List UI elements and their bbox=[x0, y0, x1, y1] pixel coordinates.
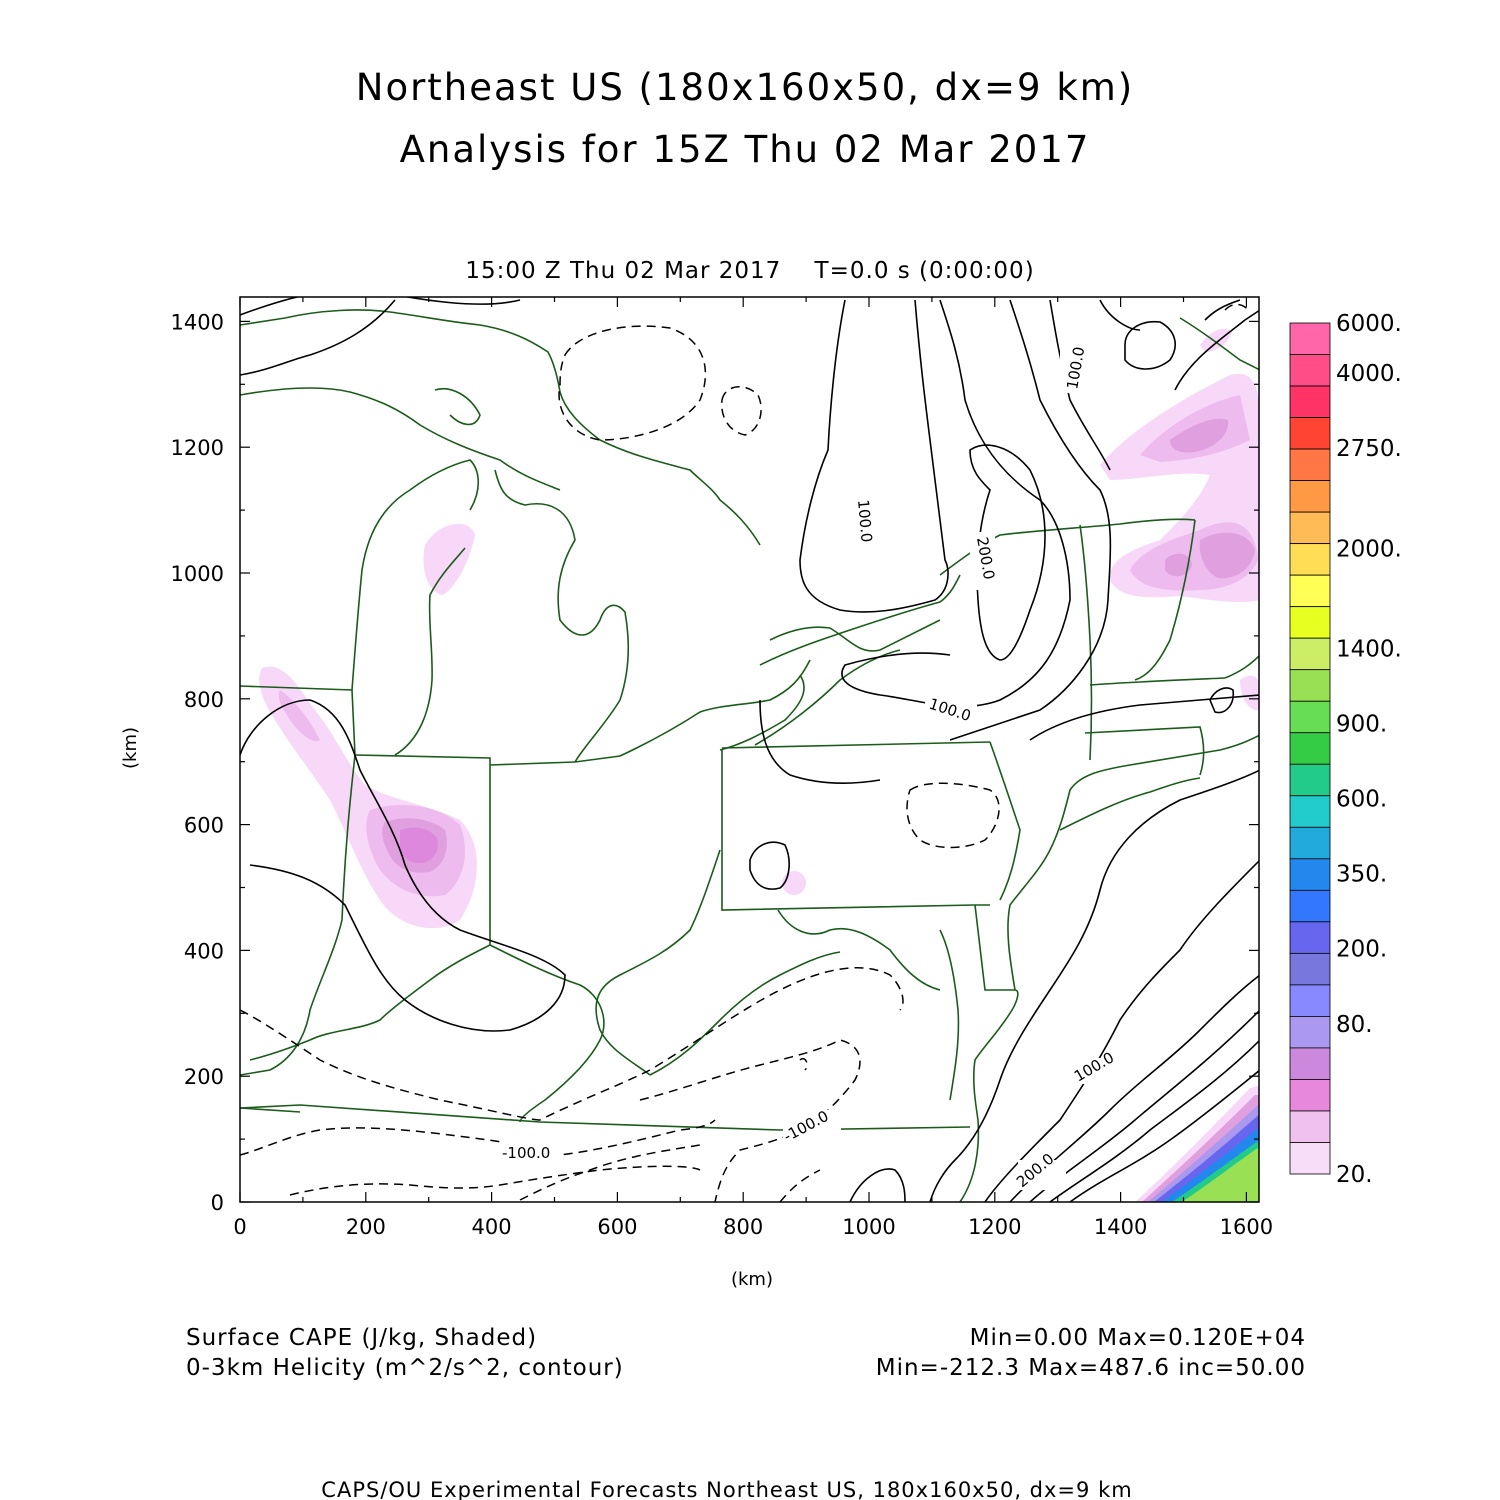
contour-field-description: 0-3km Helicity (m^2/s^2, contour) bbox=[186, 1355, 624, 1381]
colorbar-swatch bbox=[1289, 385, 1331, 418]
colorbar-swatch bbox=[1289, 1047, 1331, 1080]
x-tick-label: 1600 bbox=[1220, 1215, 1273, 1239]
x-tick-label: 1200 bbox=[968, 1215, 1021, 1239]
shaded-field-description: Surface CAPE (J/kg, Shaded) bbox=[186, 1325, 537, 1351]
y-tick-label: 800 bbox=[184, 688, 224, 712]
colorbar-label: 350. bbox=[1336, 862, 1387, 888]
y-tick-label: 400 bbox=[184, 939, 224, 963]
y-tick-label: 0 bbox=[211, 1191, 224, 1215]
negative-helicity-contours bbox=[240, 303, 1251, 1202]
colorbar-swatch bbox=[1289, 826, 1331, 860]
x-tick-label: 400 bbox=[472, 1215, 512, 1239]
y-tick-label: 1000 bbox=[171, 562, 224, 586]
x-axis-label: (km) bbox=[731, 1269, 773, 1290]
x-tick-label: 1000 bbox=[842, 1215, 895, 1239]
cape-shading bbox=[259, 328, 1259, 1202]
colorbar-swatch bbox=[1289, 795, 1331, 828]
y-tick-label: 600 bbox=[184, 814, 224, 838]
plot-frame bbox=[239, 296, 1260, 1203]
colorbar-swatch bbox=[1289, 669, 1331, 702]
colorbar-swatch bbox=[1289, 606, 1331, 639]
cape-area-michigan bbox=[423, 523, 475, 595]
colorbar-swatch bbox=[1289, 763, 1331, 797]
helicity-contours bbox=[240, 297, 1259, 1202]
y-axis-label: (km) bbox=[120, 727, 141, 769]
shaded-field-stats: Min=0.00 Max=0.120E+04 bbox=[970, 1325, 1306, 1351]
colorbar-label: 600. bbox=[1336, 787, 1387, 813]
colorbar-swatch bbox=[1289, 322, 1331, 355]
colorbar-swatch bbox=[1289, 417, 1331, 450]
colorbar-swatch bbox=[1289, 700, 1331, 734]
colorbar-label: 1400. bbox=[1336, 636, 1402, 662]
contour-label: -100.0 bbox=[502, 1144, 550, 1162]
footer-credit: CAPS/OU Experimental Forecasts Northeast… bbox=[321, 1478, 1132, 1500]
x-tick-label: 0 bbox=[233, 1215, 246, 1239]
colorbar-swatch bbox=[1289, 858, 1331, 891]
colorbar-swatch bbox=[1289, 921, 1331, 954]
contour-field-stats: Min=-212.3 Max=487.6 inc=50.00 bbox=[876, 1355, 1306, 1381]
colorbar-swatch bbox=[1289, 1142, 1331, 1175]
colorbar-swatch bbox=[1289, 448, 1331, 481]
colorbar-label: 6000. bbox=[1336, 311, 1402, 337]
x-tick-label: 800 bbox=[723, 1215, 763, 1239]
colorbar-swatch bbox=[1289, 511, 1331, 545]
colorbar-swatch bbox=[1289, 354, 1331, 387]
colorbar-label: 200. bbox=[1336, 937, 1387, 963]
x-tick-label: 600 bbox=[597, 1215, 637, 1239]
map-title-line-2: Analysis for 15Z Thu 02 Mar 2017 bbox=[399, 128, 1091, 171]
map-title-line-1: Northeast US (180x160x50, dx=9 km) bbox=[355, 66, 1135, 109]
colorbar-swatch bbox=[1289, 637, 1331, 671]
valid-time-label: 15:00 Z Thu 02 Mar 2017 T=0.0 s (0:00:00… bbox=[465, 258, 1035, 284]
colorbar-swatch bbox=[1289, 543, 1331, 576]
x-tick-label: 1400 bbox=[1094, 1215, 1147, 1239]
colorbar-label: 80. bbox=[1336, 1012, 1373, 1038]
colorbar-label: 2750. bbox=[1336, 436, 1402, 462]
colorbar-swatch bbox=[1289, 889, 1331, 923]
tick-labels: 0 200 400 600 800 1000 1200 1400 1600 0 200 400 600 8… bbox=[171, 310, 1274, 1239]
y-tick-label: 1200 bbox=[171, 436, 224, 460]
colorbar-swatch bbox=[1289, 732, 1331, 765]
colorbar-swatch bbox=[1289, 1110, 1331, 1143]
colorbar-label: 2000. bbox=[1336, 536, 1402, 562]
colorbar-labels: 6000. 4000. 2750. 2000. 1400. 900. 600. 350. 200… bbox=[1336, 311, 1402, 1188]
colorbar-swatch bbox=[1289, 952, 1331, 986]
axis-ticks bbox=[239, 297, 1259, 1203]
colorbar-swatch bbox=[1289, 574, 1331, 608]
y-tick-label: 200 bbox=[184, 1065, 224, 1089]
colorbar-swatch bbox=[1289, 480, 1331, 513]
colorbar-label: 20. bbox=[1336, 1162, 1373, 1188]
x-tick-label: 200 bbox=[346, 1215, 386, 1239]
cape-colorbar bbox=[1289, 322, 1331, 1175]
colorbar-label: 900. bbox=[1336, 711, 1387, 737]
colorbar-label: 4000. bbox=[1336, 361, 1402, 387]
colorbar-swatch bbox=[1289, 984, 1331, 1017]
y-tick-label: 1400 bbox=[171, 310, 224, 334]
colorbar-swatch bbox=[1289, 1079, 1331, 1112]
contour-label: 100.0 bbox=[854, 499, 876, 543]
colorbar-swatch bbox=[1289, 1016, 1331, 1049]
